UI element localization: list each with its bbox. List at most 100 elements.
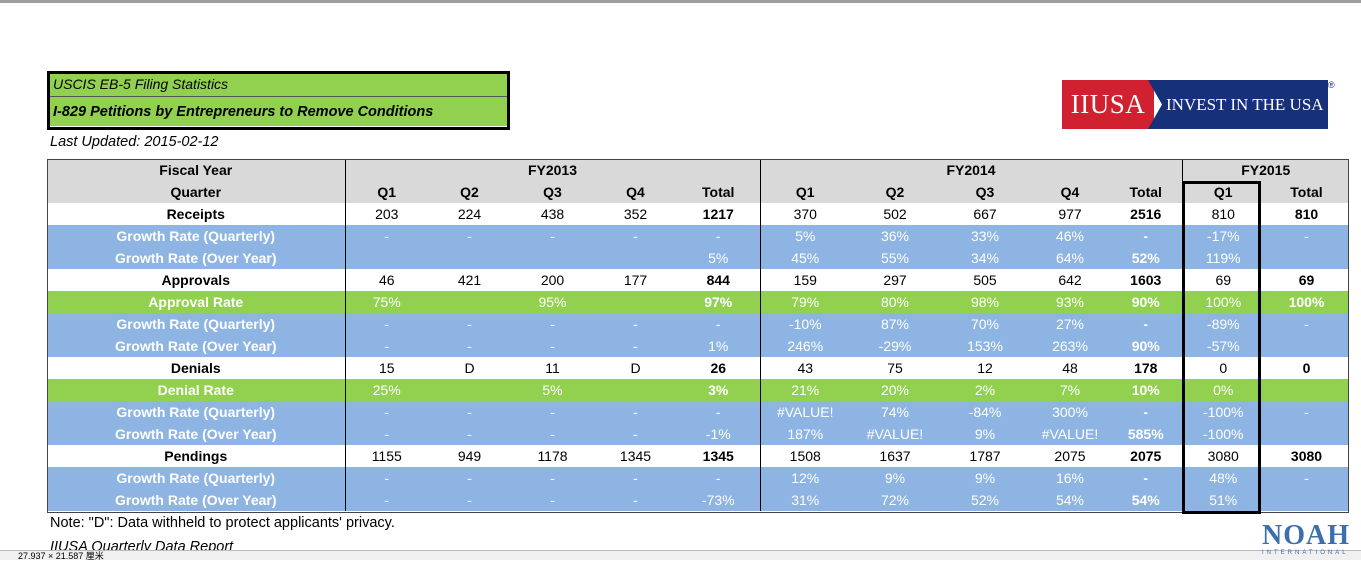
table-cell[interactable]: 1637 — [850, 445, 940, 467]
table-cell[interactable]: 1787 — [940, 445, 1030, 467]
table-cell[interactable]: 48% — [1181, 467, 1264, 489]
table-cell[interactable]: - — [344, 225, 428, 247]
table-cell[interactable]: - — [677, 313, 760, 335]
table-cell[interactable]: 36% — [850, 225, 940, 247]
table-cell[interactable]: 75 — [850, 357, 940, 379]
table-cell[interactable] — [1264, 379, 1349, 401]
table-cell[interactable]: 9% — [850, 467, 940, 489]
table-cell[interactable]: - — [594, 401, 677, 423]
table-cell[interactable]: - — [511, 313, 594, 335]
table-cell[interactable]: - — [594, 489, 677, 511]
table-cell[interactable] — [1264, 247, 1349, 269]
table-cell[interactable]: 3080 — [1181, 445, 1264, 467]
table-cell[interactable]: 585% — [1110, 423, 1182, 445]
table-cell[interactable]: 203 — [344, 203, 428, 225]
table-cell[interactable]: - — [1110, 401, 1182, 423]
table-cell[interactable]: 52% — [940, 489, 1030, 511]
table-cell[interactable]: -89% — [1181, 313, 1264, 335]
table-cell[interactable]: 1% — [677, 335, 760, 357]
table-cell[interactable]: 46% — [1030, 225, 1110, 247]
table-cell[interactable]: 64% — [1030, 247, 1110, 269]
table-cell[interactable] — [1264, 335, 1349, 357]
table-cell[interactable]: 55% — [850, 247, 940, 269]
table-cell[interactable]: - — [1264, 401, 1349, 423]
table-cell[interactable]: - — [428, 401, 511, 423]
table-cell[interactable]: 0 — [1264, 357, 1349, 379]
table-cell[interactable]: 20% — [850, 379, 940, 401]
table-cell[interactable]: 3080 — [1264, 445, 1349, 467]
table-cell[interactable]: 97% — [677, 291, 760, 313]
table-cell[interactable]: - — [1264, 225, 1349, 247]
table-cell[interactable]: -10% — [759, 313, 850, 335]
table-cell[interactable]: 46 — [344, 269, 428, 291]
table-cell[interactable]: 977 — [1030, 203, 1110, 225]
table-cell[interactable] — [428, 247, 511, 269]
table-cell[interactable]: -17% — [1181, 225, 1264, 247]
table-cell[interactable] — [511, 247, 594, 269]
table-cell[interactable]: 0 — [1181, 357, 1264, 379]
table-cell[interactable]: - — [344, 489, 428, 511]
table-cell[interactable]: 54% — [1110, 489, 1182, 511]
table-cell[interactable]: 31% — [759, 489, 850, 511]
table-cell[interactable]: - — [594, 423, 677, 445]
table-cell[interactable]: 1217 — [677, 203, 760, 225]
table-cell[interactable]: 421 — [428, 269, 511, 291]
table-cell[interactable]: 1508 — [759, 445, 850, 467]
table-cell[interactable]: 1603 — [1110, 269, 1182, 291]
table-cell[interactable]: - — [1110, 467, 1182, 489]
table-cell[interactable]: 69 — [1264, 269, 1349, 291]
table-cell[interactable]: 15 — [344, 357, 428, 379]
table-cell[interactable]: - — [594, 467, 677, 489]
table-cell[interactable]: 1155 — [344, 445, 428, 467]
table-cell[interactable]: 100% — [1264, 291, 1349, 313]
table-cell[interactable]: 352 — [594, 203, 677, 225]
table-cell[interactable]: -73% — [677, 489, 760, 511]
table-cell[interactable]: 16% — [1030, 467, 1110, 489]
table-cell[interactable]: -100% — [1181, 401, 1264, 423]
table-cell[interactable]: 297 — [850, 269, 940, 291]
table-cell[interactable]: 45% — [759, 247, 850, 269]
table-cell[interactable]: - — [677, 467, 760, 489]
table-cell[interactable]: 300% — [1030, 401, 1110, 423]
table-cell[interactable]: 12 — [940, 357, 1030, 379]
table-cell[interactable]: 90% — [1110, 291, 1182, 313]
table-cell[interactable]: 263% — [1030, 335, 1110, 357]
table-cell[interactable]: 187% — [759, 423, 850, 445]
table-cell[interactable]: 246% — [759, 335, 850, 357]
table-cell[interactable]: 810 — [1264, 203, 1349, 225]
table-cell[interactable]: 3% — [677, 379, 760, 401]
table-cell[interactable]: 949 — [428, 445, 511, 467]
table-cell[interactable]: 0% — [1181, 379, 1264, 401]
table-cell[interactable] — [594, 247, 677, 269]
table-cell[interactable]: -100% — [1181, 423, 1264, 445]
table-cell[interactable]: 642 — [1030, 269, 1110, 291]
table-cell[interactable]: - — [594, 335, 677, 357]
table-cell[interactable]: 2516 — [1110, 203, 1182, 225]
table-cell[interactable] — [1264, 423, 1349, 445]
table-cell[interactable]: 9% — [940, 467, 1030, 489]
table-cell[interactable]: 43 — [759, 357, 850, 379]
table-cell[interactable]: 87% — [850, 313, 940, 335]
table-cell[interactable]: - — [1264, 313, 1349, 335]
table-cell[interactable]: - — [511, 335, 594, 357]
table-cell[interactable]: 10% — [1110, 379, 1182, 401]
table-cell[interactable]: - — [344, 313, 428, 335]
table-cell[interactable]: 224 — [428, 203, 511, 225]
table-cell[interactable]: 370 — [759, 203, 850, 225]
table-cell[interactable]: - — [677, 225, 760, 247]
table-cell[interactable]: 2075 — [1030, 445, 1110, 467]
table-cell[interactable]: 9% — [940, 423, 1030, 445]
table-cell[interactable]: 2% — [940, 379, 1030, 401]
table-cell[interactable]: 502 — [850, 203, 940, 225]
table-cell[interactable]: D — [428, 357, 511, 379]
table-cell[interactable]: - — [344, 335, 428, 357]
table-cell[interactable]: 11 — [511, 357, 594, 379]
table-cell[interactable]: 98% — [940, 291, 1030, 313]
table-cell[interactable]: -57% — [1181, 335, 1264, 357]
table-cell[interactable]: - — [344, 467, 428, 489]
table-cell[interactable]: - — [428, 313, 511, 335]
table-cell[interactable]: 26 — [677, 357, 760, 379]
table-cell[interactable] — [428, 379, 511, 401]
table-cell[interactable]: 52% — [1110, 247, 1182, 269]
table-cell[interactable]: - — [344, 401, 428, 423]
